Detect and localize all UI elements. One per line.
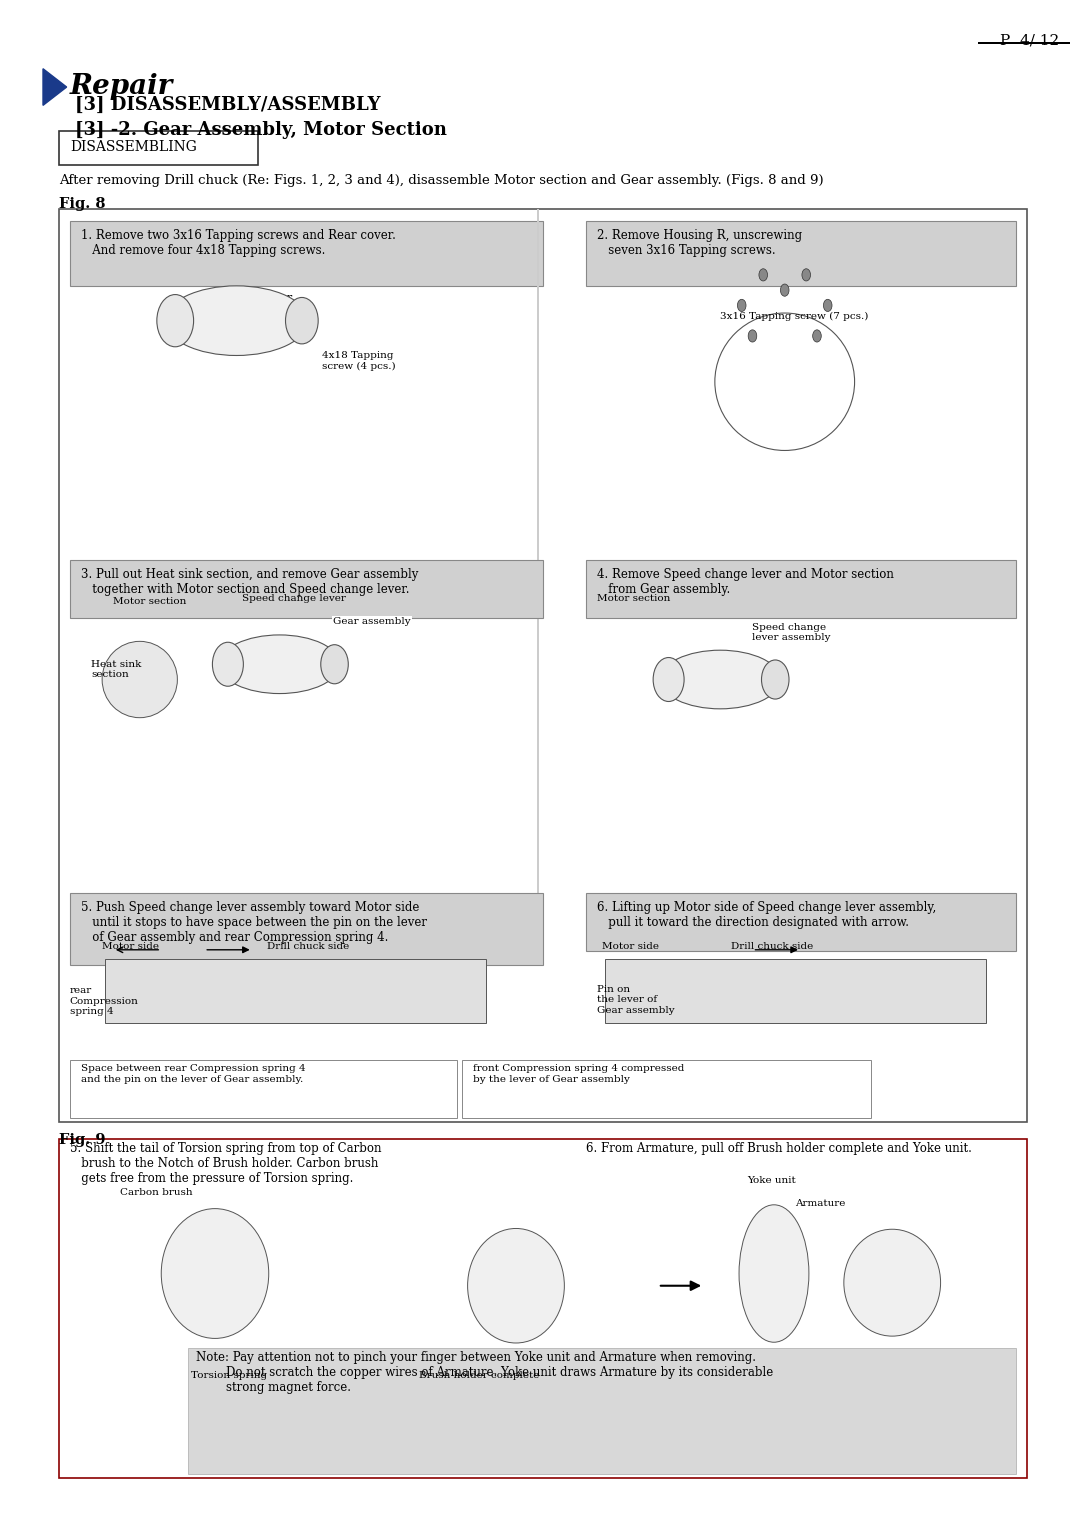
Ellipse shape xyxy=(219,635,340,693)
Ellipse shape xyxy=(781,284,789,296)
Ellipse shape xyxy=(739,1205,809,1342)
Ellipse shape xyxy=(748,330,757,342)
Text: rear
Compression
spring 4: rear Compression spring 4 xyxy=(70,986,138,1017)
Text: front Compression spring 4 compressed
by the lever of Gear assembly: front Compression spring 4 compressed by… xyxy=(473,1064,685,1084)
FancyBboxPatch shape xyxy=(106,959,486,1023)
FancyBboxPatch shape xyxy=(585,560,1016,618)
FancyBboxPatch shape xyxy=(59,131,258,165)
FancyBboxPatch shape xyxy=(585,893,1016,951)
Polygon shape xyxy=(43,69,67,105)
Text: 3. Pull out Heat sink section, and remove Gear assembly
   together with Motor s: 3. Pull out Heat sink section, and remov… xyxy=(81,568,418,596)
Text: 1. Remove two 3x16 Tapping screws and Rear cover.
   And remove four 4x18 Tappin: 1. Remove two 3x16 Tapping screws and Re… xyxy=(81,229,395,257)
Ellipse shape xyxy=(759,269,768,281)
Ellipse shape xyxy=(165,286,308,356)
Text: Space between rear Compression spring 4
and the pin on the lever of Gear assembl: Space between rear Compression spring 4 … xyxy=(81,1064,306,1084)
FancyBboxPatch shape xyxy=(70,1060,457,1118)
Text: Carbon brush: Carbon brush xyxy=(120,1188,193,1197)
FancyBboxPatch shape xyxy=(462,1060,870,1118)
Ellipse shape xyxy=(653,658,684,701)
Text: After removing Drill chuck (Re: Figs. 1, 2, 3 and 4), disassemble Motor section : After removing Drill chuck (Re: Figs. 1,… xyxy=(59,174,824,188)
Text: Brush holder complete: Brush holder complete xyxy=(419,1371,540,1380)
Text: Speed change
lever assembly: Speed change lever assembly xyxy=(753,623,831,643)
Text: 5. Shift the tail of Torsion spring from top of Carbon
   brush to the Notch of : 5. Shift the tail of Torsion spring from… xyxy=(70,1142,381,1185)
Text: Drill chuck side: Drill chuck side xyxy=(731,942,813,951)
Text: Gear assembly: Gear assembly xyxy=(334,617,410,626)
Text: [3] -2. Gear Assembly, Motor Section: [3] -2. Gear Assembly, Motor Section xyxy=(76,121,447,139)
FancyBboxPatch shape xyxy=(70,221,543,286)
Text: 6. From Armature, pull off Brush holder complete and Yoke unit.: 6. From Armature, pull off Brush holder … xyxy=(585,1142,972,1156)
FancyBboxPatch shape xyxy=(59,209,1027,1122)
Text: Speed change lever: Speed change lever xyxy=(242,594,346,603)
Text: Motor side: Motor side xyxy=(103,942,159,951)
Text: Drill chuck side: Drill chuck side xyxy=(267,942,349,951)
FancyBboxPatch shape xyxy=(585,221,1016,286)
Text: Motor section: Motor section xyxy=(113,597,186,606)
Text: 4. Remove Speed change lever and Motor section
   from Gear assembly.: 4. Remove Speed change lever and Motor s… xyxy=(596,568,893,596)
Ellipse shape xyxy=(468,1228,565,1344)
Text: Repair: Repair xyxy=(70,73,173,101)
Text: DISASSEMBLING: DISASSEMBLING xyxy=(70,140,197,154)
Ellipse shape xyxy=(738,299,746,312)
Text: Rear cover: Rear cover xyxy=(231,293,293,304)
Text: Motor side: Motor side xyxy=(602,942,659,951)
Text: 2. Remove Housing R, unscrewing
   seven 3x16 Tapping screws.: 2. Remove Housing R, unscrewing seven 3x… xyxy=(596,229,801,257)
Text: Yoke unit: Yoke unit xyxy=(747,1176,796,1185)
Ellipse shape xyxy=(823,299,832,312)
Text: Heat sink
section: Heat sink section xyxy=(92,660,141,680)
Ellipse shape xyxy=(103,641,177,718)
Ellipse shape xyxy=(802,269,810,281)
Text: 5. Push Speed change lever assembly toward Motor side
   until it stops to have : 5. Push Speed change lever assembly towa… xyxy=(81,901,427,944)
Text: Note: Pay attention not to pinch your finger between Yoke unit and Armature when: Note: Pay attention not to pinch your fi… xyxy=(195,1351,773,1394)
Ellipse shape xyxy=(660,651,781,709)
Ellipse shape xyxy=(157,295,193,347)
Ellipse shape xyxy=(761,660,789,699)
Ellipse shape xyxy=(285,298,319,344)
Ellipse shape xyxy=(812,330,821,342)
Text: 3x16 Tapping
screw (2 pcs.): 3x16 Tapping screw (2 pcs.) xyxy=(188,330,261,350)
FancyBboxPatch shape xyxy=(605,959,986,1023)
Text: 6. Lifting up Motor side of Speed change lever assembly,
   pull it toward the d: 6. Lifting up Motor side of Speed change… xyxy=(596,901,936,928)
Text: P  4/ 12: P 4/ 12 xyxy=(1000,34,1059,47)
Ellipse shape xyxy=(843,1229,941,1336)
FancyBboxPatch shape xyxy=(59,1139,1027,1478)
FancyBboxPatch shape xyxy=(70,893,543,965)
Ellipse shape xyxy=(213,643,243,686)
Text: Torsion spring: Torsion spring xyxy=(191,1371,268,1380)
Text: 3x16 Tapping screw (7 pcs.): 3x16 Tapping screw (7 pcs.) xyxy=(720,312,868,321)
Ellipse shape xyxy=(321,644,348,684)
Text: 4x18 Tapping
screw (4 pcs.): 4x18 Tapping screw (4 pcs.) xyxy=(323,351,396,371)
Text: Fig. 8: Fig. 8 xyxy=(59,197,106,211)
Text: Fig. 9: Fig. 9 xyxy=(59,1133,106,1147)
Text: Armature: Armature xyxy=(796,1199,846,1208)
Ellipse shape xyxy=(161,1209,269,1338)
FancyBboxPatch shape xyxy=(70,560,543,618)
FancyBboxPatch shape xyxy=(188,1348,1016,1474)
Text: Motor section: Motor section xyxy=(596,594,670,603)
Bar xyxy=(978,43,1069,44)
Text: Pin on
the lever of
Gear assembly: Pin on the lever of Gear assembly xyxy=(596,985,674,1015)
Text: [3] DISASSEMBLY/ASSEMBLY: [3] DISASSEMBLY/ASSEMBLY xyxy=(76,96,381,115)
